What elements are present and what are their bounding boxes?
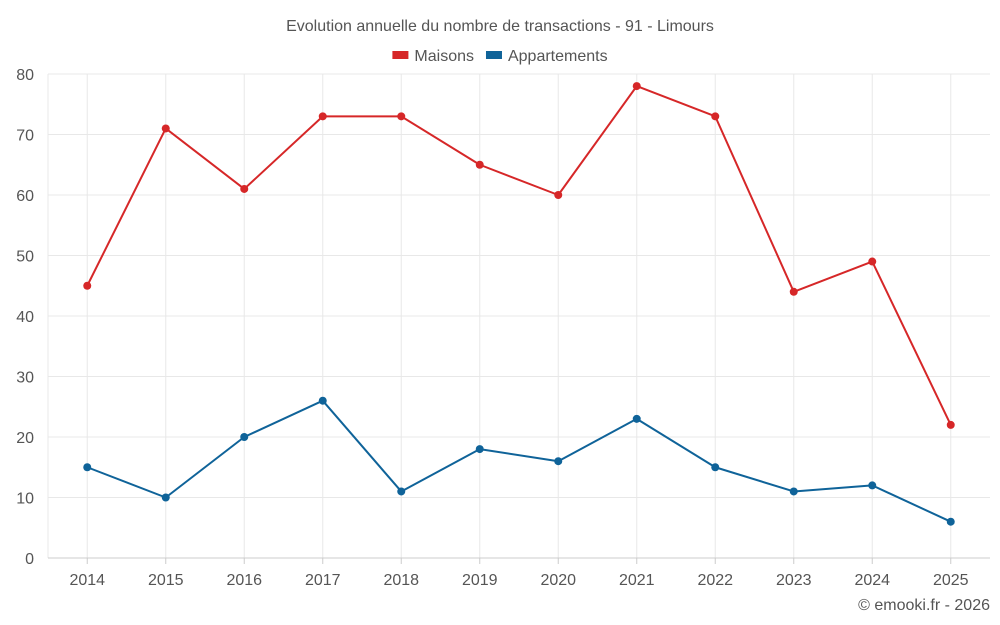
series-appartements bbox=[83, 396, 955, 526]
y-tick-label: 40 bbox=[16, 309, 34, 326]
chart-title: Evolution annuelle du nombre de transact… bbox=[286, 18, 714, 35]
data-point-maisons[interactable] bbox=[789, 287, 798, 296]
data-point-maisons[interactable] bbox=[475, 160, 484, 169]
data-point-maisons[interactable] bbox=[868, 257, 877, 266]
data-point-maisons[interactable] bbox=[161, 124, 170, 133]
y-tick-label: 60 bbox=[16, 188, 34, 205]
legend-swatch-maisons[interactable] bbox=[392, 51, 409, 59]
axes: 0 10 20 30 40 50 60 70 80 2014 2015 2016 2017 2018 201… bbox=[16, 67, 990, 589]
data-point-maisons[interactable] bbox=[946, 420, 955, 429]
x-tick-label: 2020 bbox=[540, 572, 576, 589]
data-point-maisons[interactable] bbox=[554, 191, 563, 199]
data-point-appartements[interactable] bbox=[632, 414, 641, 423]
data-point-appartements[interactable] bbox=[240, 433, 249, 441]
x-tick-label: 2023 bbox=[776, 572, 812, 589]
data-point-appartements[interactable] bbox=[554, 457, 563, 466]
y-tick-label: 20 bbox=[16, 430, 34, 447]
y-tick-label: 70 bbox=[16, 128, 34, 145]
data-point-appartements[interactable] bbox=[789, 487, 798, 496]
legend-swatch-appartements[interactable] bbox=[485, 51, 502, 59]
series-maisons bbox=[83, 82, 955, 429]
data-point-maisons[interactable] bbox=[318, 112, 327, 121]
data-point-maisons[interactable] bbox=[632, 82, 641, 91]
series-line-appartements bbox=[86, 399, 952, 523]
data-point-maisons[interactable] bbox=[711, 112, 720, 121]
data-point-appartements[interactable] bbox=[711, 463, 720, 472]
data-point-maisons[interactable] bbox=[240, 184, 249, 193]
legend-label-maisons: Maisons bbox=[414, 48, 474, 65]
x-tick-label: 2019 bbox=[462, 572, 498, 589]
data-point-appartements[interactable] bbox=[868, 481, 877, 490]
series-line-maisons bbox=[86, 85, 952, 426]
data-point-appartements[interactable] bbox=[475, 445, 484, 454]
y-tick-label: 10 bbox=[16, 491, 34, 508]
x-tick-label: 2021 bbox=[619, 572, 655, 589]
x-tick-label: 2018 bbox=[383, 572, 419, 589]
credit-text: © emooki.fr - 2026 bbox=[858, 597, 990, 614]
series-group bbox=[83, 82, 955, 526]
data-point-appartements[interactable] bbox=[161, 493, 170, 502]
data-point-appartements[interactable] bbox=[397, 487, 406, 496]
data-point-appartements[interactable] bbox=[83, 463, 92, 472]
y-tick-label: 30 bbox=[16, 370, 34, 387]
y-tick-label: 50 bbox=[16, 249, 34, 266]
data-point-maisons[interactable] bbox=[397, 112, 406, 121]
legend-label-appartements: Appartements bbox=[508, 48, 608, 65]
x-tick-label: 2025 bbox=[933, 572, 969, 589]
x-tick-label: 2024 bbox=[854, 572, 890, 589]
legend: Maisons Appartements bbox=[392, 48, 608, 65]
y-tick-label: 80 bbox=[16, 67, 34, 84]
data-point-appartements[interactable] bbox=[946, 517, 955, 526]
x-tick-label: 2016 bbox=[226, 572, 262, 589]
y-tick-label: 0 bbox=[25, 551, 34, 568]
x-tick-label: 2015 bbox=[148, 572, 184, 589]
data-point-maisons[interactable] bbox=[83, 281, 92, 290]
grid bbox=[47, 73, 990, 558]
x-tick-label: 2014 bbox=[69, 572, 105, 589]
x-tick-label: 2017 bbox=[305, 572, 341, 589]
data-point-appartements[interactable] bbox=[318, 396, 327, 405]
x-tick-label: 2022 bbox=[697, 572, 733, 589]
